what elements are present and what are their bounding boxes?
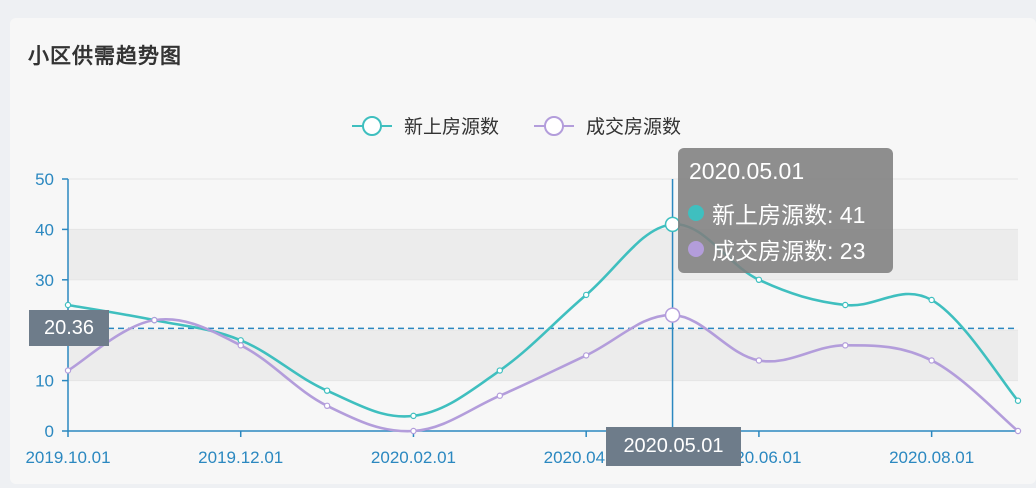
- data-point: [496, 367, 504, 374]
- tooltip: 2020.05.01 新上房源数: 41 成交房源数: 23: [678, 148, 893, 273]
- y-tick-label: 10: [35, 372, 54, 391]
- x-tick-label: 2020.02.01: [371, 448, 456, 467]
- y-tick-label: 50: [35, 170, 54, 189]
- y-tick-label: 30: [35, 271, 54, 290]
- legend-label: 新上房源数: [404, 116, 499, 138]
- legend-circle-icon: [362, 116, 382, 136]
- data-point: [1014, 427, 1022, 435]
- data-point: [410, 427, 417, 435]
- series-dot-icon: [688, 241, 704, 257]
- data-point: [410, 412, 417, 420]
- y-tick-label: 0: [45, 422, 54, 441]
- legend-label: 成交房源数: [586, 116, 681, 138]
- data-point: [323, 387, 331, 394]
- mark-line-label: 20.36: [29, 310, 109, 346]
- data-point: [64, 367, 72, 374]
- data-point: [755, 276, 763, 283]
- data-point: [582, 352, 590, 359]
- data-point: [842, 301, 849, 309]
- x-tick-label: 2019.12.01: [198, 448, 283, 467]
- data-point: [237, 337, 244, 344]
- tooltip-row-deals: 成交房源数: 23: [688, 232, 865, 266]
- legend-circle-icon: [544, 116, 564, 136]
- data-point: [755, 357, 763, 364]
- series-dot-icon: [688, 205, 704, 221]
- x-tick-label: 2019.10.01: [25, 448, 110, 467]
- data-point: [237, 342, 244, 349]
- tooltip-title: 2020.05.01: [689, 158, 805, 184]
- data-point: [664, 307, 681, 323]
- x-tick-label: 2020.08.01: [889, 448, 974, 467]
- data-point: [496, 392, 504, 399]
- data-point: [1014, 397, 1022, 404]
- data-point: [151, 316, 158, 324]
- data-point: [64, 301, 72, 309]
- series-line-2: [67, 313, 1019, 433]
- y-tick-label: 40: [35, 220, 54, 239]
- tooltip-row-new-listings: 新上房源数: 41: [688, 196, 865, 230]
- tooltip-row-label: 成交房源数: 23: [712, 238, 866, 264]
- data-point: [842, 342, 849, 349]
- data-point: [582, 291, 590, 299]
- data-point: [928, 357, 935, 364]
- data-point: [928, 296, 935, 304]
- data-point: [323, 402, 331, 409]
- shaded-band: [68, 330, 1018, 381]
- tooltip-row-label: 新上房源数: 41: [712, 202, 866, 228]
- axis-pointer-label: 2020.05.01: [606, 427, 741, 466]
- card-title: 小区供需趋势图: [28, 44, 182, 68]
